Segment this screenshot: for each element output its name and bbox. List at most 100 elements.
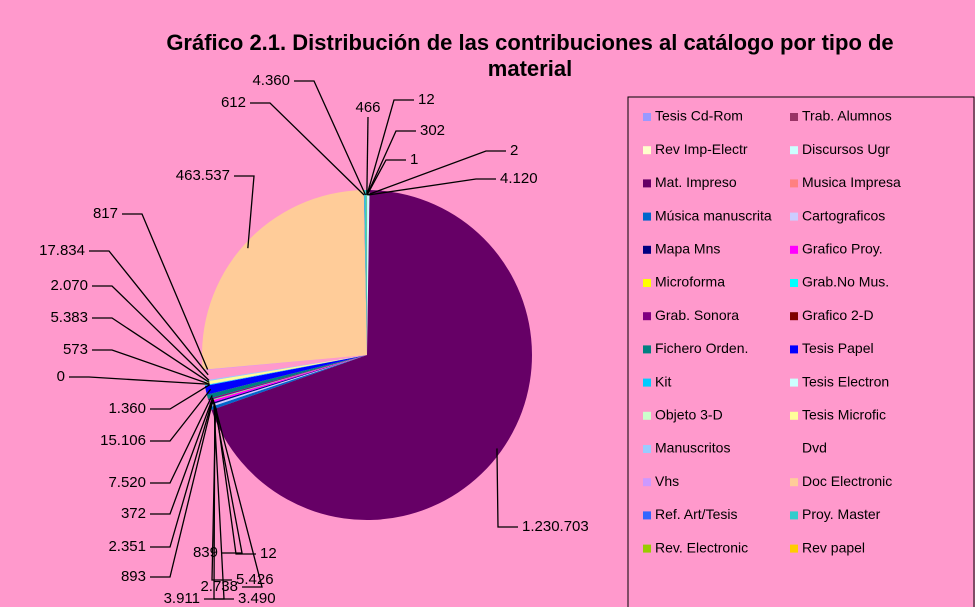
data-label: 0 — [57, 368, 65, 385]
leader-line — [89, 250, 209, 376]
data-label: 4.120 — [500, 170, 538, 187]
leader-line — [150, 398, 214, 548]
slice — [204, 355, 367, 395]
data-label: 2.351 — [108, 538, 146, 555]
legend-swatch — [643, 279, 651, 287]
legend-label: Rev papel — [802, 539, 865, 555]
leader-line — [294, 80, 367, 196]
legend-swatch — [790, 345, 798, 354]
legend-label: Doc Electronic — [802, 473, 892, 489]
slice — [209, 355, 367, 407]
legend-label: Grafico Proy. — [802, 241, 883, 257]
legend-box — [627, 96, 975, 607]
legend-label: Microforma — [655, 274, 725, 290]
slice — [211, 355, 367, 410]
data-label: 1 — [410, 151, 418, 168]
leader-line — [250, 102, 365, 196]
legend-label: Ref. Art/Tesis — [655, 506, 737, 522]
legend-swatch — [643, 146, 651, 155]
slice — [206, 355, 367, 399]
data-label: 7.520 — [108, 474, 146, 491]
leader-line — [204, 400, 225, 600]
legend-label: Mat. Impreso — [655, 174, 737, 190]
data-label: 612 — [221, 94, 246, 111]
leader-line — [366, 99, 414, 196]
slice — [203, 355, 367, 382]
leader-line — [366, 159, 406, 196]
chart-title: Gráfico 2.1. Distribución de las contrib… — [166, 30, 894, 81]
leader-line — [366, 150, 506, 196]
legend-label: Tesis Microfic — [802, 407, 886, 423]
legend-swatch — [790, 478, 798, 487]
data-label: 372 — [121, 505, 146, 522]
legend-swatch — [643, 179, 651, 188]
leader-line — [150, 399, 214, 578]
legend-label: Tesis Papel — [802, 340, 874, 356]
legend-label: Objeto 3-D — [655, 407, 723, 423]
data-label: 4.360 — [252, 72, 290, 89]
data-label: 817 — [93, 205, 118, 222]
legend-label: Dvd — [802, 440, 827, 456]
data-label: 2.070 — [50, 277, 88, 294]
data-label: 5.426 — [236, 571, 274, 588]
leader-line — [69, 376, 210, 385]
legend-swatch — [643, 478, 651, 487]
leader-line — [496, 448, 518, 528]
legend-swatch — [643, 511, 651, 520]
data-label: 3.490 — [238, 590, 276, 607]
legend-label: Rev Imp-Electr — [655, 141, 748, 157]
leader-line — [92, 349, 210, 385]
legend-label: Grafico 2-D — [802, 307, 874, 323]
legend-label: Cartograficos — [802, 207, 885, 223]
slice — [202, 355, 367, 381]
slice — [204, 355, 367, 386]
legend-swatch — [643, 212, 651, 221]
slice — [208, 355, 367, 401]
data-label: 1.360 — [108, 400, 146, 417]
data-label: 893 — [121, 568, 146, 585]
leader-line — [92, 285, 210, 381]
slice — [208, 355, 367, 404]
legend-label: Fichero Orden. — [655, 340, 748, 356]
legend-label: Manuscritos — [655, 440, 730, 456]
slice — [204, 355, 367, 386]
data-label: 15.106 — [100, 432, 146, 449]
legend-label: Tesis Electron — [802, 373, 889, 389]
data-label: 5.383 — [50, 309, 88, 326]
data-label: 573 — [63, 341, 88, 358]
legend-label: Discursos Ugr — [802, 141, 890, 157]
leader-line — [92, 317, 210, 383]
slice — [204, 355, 367, 385]
legend-label: Mapa Mns — [655, 241, 720, 257]
slice — [364, 190, 367, 355]
leader-line — [215, 408, 256, 555]
legend-swatch — [790, 212, 798, 221]
legend-label: Trab. Alumnos — [802, 108, 892, 124]
legend-swatch — [643, 245, 651, 254]
legend-swatch — [790, 279, 798, 287]
legend-label: Tesis Cd-Rom — [655, 108, 743, 124]
slice — [207, 355, 367, 401]
slice — [367, 190, 370, 355]
legend-swatch — [790, 312, 798, 321]
legend-label: Grab.No Mus. — [802, 274, 889, 290]
legend-swatch — [643, 544, 651, 553]
legend-swatch — [790, 146, 798, 155]
slice — [363, 190, 367, 355]
data-label: 466 — [355, 99, 380, 116]
data-label: 839 — [193, 544, 218, 561]
leader-line — [212, 399, 243, 554]
slice — [207, 355, 367, 400]
leader-line — [150, 388, 212, 442]
leader-line — [368, 178, 496, 196]
data-label: 2.738 — [200, 578, 238, 595]
slice — [202, 355, 367, 371]
legend-label: Vhs — [655, 473, 679, 489]
pie — [202, 189, 532, 520]
legend-swatch — [790, 179, 798, 188]
legend-swatch — [643, 445, 651, 453]
slice — [211, 190, 532, 520]
leader-line — [366, 130, 416, 196]
